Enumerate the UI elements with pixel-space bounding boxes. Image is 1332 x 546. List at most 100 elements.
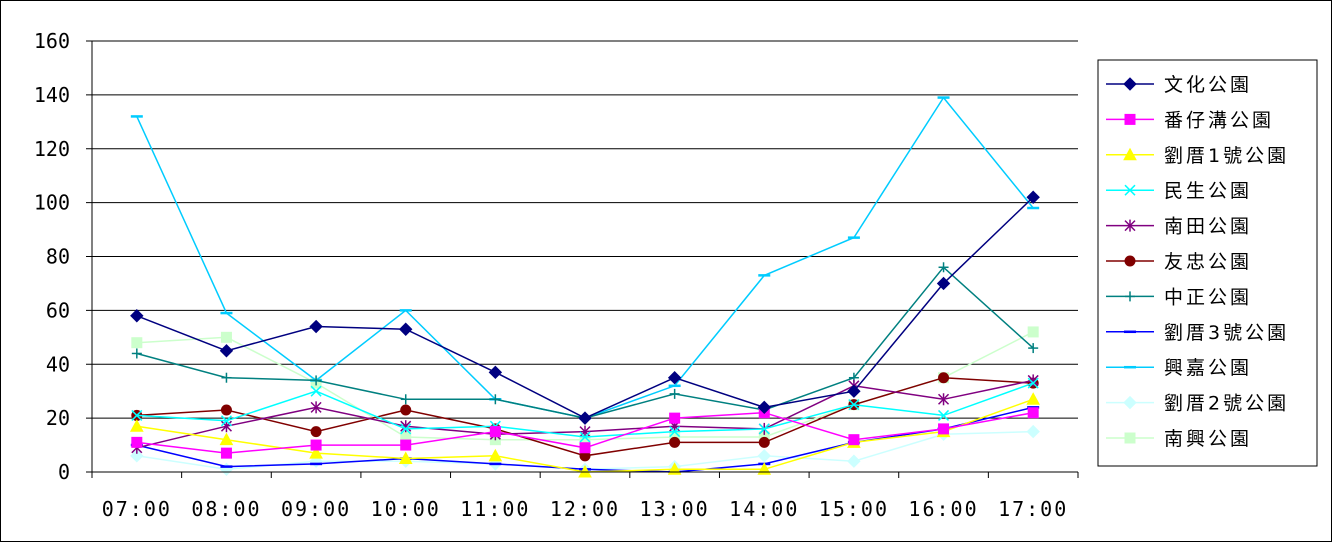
data-point bbox=[847, 384, 861, 398]
data-point bbox=[219, 432, 234, 446]
data-point bbox=[1124, 432, 1136, 444]
legend-item: 番仔溝公園 bbox=[1106, 109, 1271, 131]
data-point bbox=[578, 411, 592, 425]
x-axis-ticks: 07:00 08:00 09:00 10:00 11:00 12:00 13:00 14:00… bbox=[91, 472, 1079, 521]
legend-item: 興嘉公園 bbox=[1106, 357, 1252, 379]
data-point bbox=[489, 426, 501, 438]
data-point bbox=[310, 385, 322, 397]
series-7 bbox=[131, 262, 1039, 424]
legend: 文化公園番仔溝公園劉厝1號公園民生公園南田公園友忠公園中正公園劉厝3號公園興嘉公… bbox=[1097, 59, 1318, 467]
y-tick-label: 140 bbox=[34, 83, 70, 107]
legend-item: 友忠公園 bbox=[1106, 251, 1252, 273]
series-line bbox=[136, 196, 1034, 419]
legend-label: 劉厝3號公園 bbox=[1164, 322, 1289, 344]
data-point bbox=[219, 344, 234, 358]
data-point bbox=[938, 393, 950, 406]
x-tick-label: 14:00 bbox=[729, 497, 799, 521]
data-point bbox=[131, 436, 143, 448]
legend-label: 文化公園 bbox=[1164, 74, 1252, 96]
data-point bbox=[130, 449, 144, 463]
data-point bbox=[488, 365, 503, 380]
data-point bbox=[1123, 395, 1137, 410]
y-tick-label: 20 bbox=[46, 406, 70, 430]
data-point bbox=[669, 388, 680, 399]
data-point bbox=[579, 425, 591, 438]
legend-item: 劉厝2號公園 bbox=[1106, 393, 1289, 415]
data-point bbox=[936, 276, 951, 291]
y-tick-label: 120 bbox=[34, 137, 70, 161]
data-point bbox=[220, 420, 232, 433]
data-point bbox=[311, 375, 322, 386]
legend-label: 興嘉公園 bbox=[1164, 357, 1252, 379]
x-tick-label: 13:00 bbox=[640, 497, 710, 521]
data-point bbox=[938, 423, 950, 435]
data-point bbox=[400, 404, 412, 416]
data-point bbox=[579, 431, 591, 443]
plot-axes bbox=[91, 41, 1078, 473]
x-tick-label: 17:00 bbox=[998, 497, 1068, 521]
y-tick-label: 100 bbox=[34, 191, 70, 215]
data-point bbox=[220, 404, 232, 416]
legend-label: 友忠公園 bbox=[1164, 251, 1252, 273]
legend-label: 南興公園 bbox=[1164, 428, 1252, 450]
data-point bbox=[1123, 147, 1137, 161]
y-tick-label: 0 bbox=[58, 460, 70, 484]
series-line bbox=[136, 266, 1034, 419]
data-point bbox=[488, 448, 503, 462]
legend-label: 民生公園 bbox=[1164, 180, 1252, 202]
data-point bbox=[309, 446, 323, 459]
legend-item: 劉厝3號公園 bbox=[1106, 322, 1289, 344]
data-point bbox=[938, 372, 950, 384]
legend-item: 劉厝1號公園 bbox=[1106, 145, 1286, 167]
data-point bbox=[1124, 219, 1136, 232]
legend-label: 中正公園 bbox=[1164, 286, 1252, 308]
data-point bbox=[1124, 113, 1136, 125]
data-point bbox=[309, 319, 323, 334]
x-tick-label: 07:00 bbox=[102, 497, 172, 521]
series-9 bbox=[130, 96, 1040, 420]
y-axis-ticks: 0 20 40 60 80 100 120 140 160 bbox=[34, 29, 92, 484]
x-tick-label: 11:00 bbox=[460, 497, 530, 521]
data-point bbox=[130, 309, 144, 323]
data-point bbox=[1125, 291, 1135, 302]
data-point bbox=[220, 331, 232, 343]
data-point bbox=[131, 409, 143, 421]
y-tick-label: 40 bbox=[46, 352, 70, 376]
data-point bbox=[757, 449, 771, 463]
data-point bbox=[669, 426, 681, 438]
y-tick-label: 80 bbox=[46, 245, 70, 269]
data-point bbox=[221, 372, 232, 383]
data-point bbox=[758, 436, 770, 448]
legend-label: 劉厝2號公園 bbox=[1164, 393, 1289, 415]
data-point bbox=[131, 337, 143, 349]
data-point bbox=[579, 442, 591, 454]
data-point bbox=[220, 415, 232, 427]
series-lines bbox=[129, 96, 1041, 478]
data-point bbox=[1123, 77, 1137, 91]
data-point bbox=[1124, 184, 1136, 196]
x-tick-label: 10:00 bbox=[371, 497, 441, 521]
data-point bbox=[398, 451, 413, 465]
data-point bbox=[1026, 424, 1040, 439]
data-point bbox=[310, 439, 322, 451]
data-point bbox=[1028, 343, 1039, 354]
data-point bbox=[399, 322, 413, 336]
grid-lines bbox=[92, 40, 1078, 419]
data-point bbox=[848, 434, 860, 446]
data-point bbox=[757, 400, 771, 415]
data-point bbox=[1027, 407, 1039, 419]
data-point bbox=[1027, 377, 1039, 389]
data-point bbox=[131, 348, 142, 359]
data-point bbox=[938, 262, 949, 273]
data-point bbox=[400, 423, 412, 435]
data-point bbox=[669, 412, 681, 424]
data-point bbox=[400, 394, 411, 405]
data-point bbox=[220, 447, 232, 459]
legend-item: 民生公園 bbox=[1106, 180, 1252, 202]
x-tick-label: 09:00 bbox=[281, 497, 351, 521]
data-point bbox=[490, 394, 501, 405]
data-point bbox=[1027, 326, 1039, 338]
x-tick-label: 08:00 bbox=[191, 497, 261, 521]
